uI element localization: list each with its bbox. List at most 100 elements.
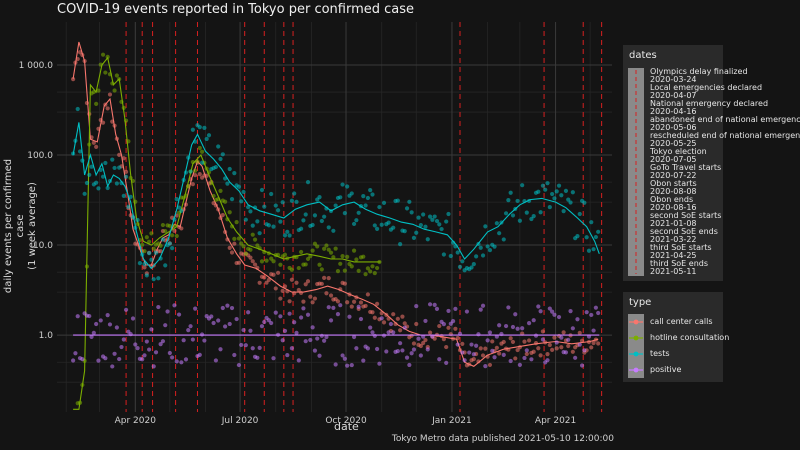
point-positive [593,305,598,310]
point-call-center-calls [554,346,559,351]
point-tests [160,237,166,242]
point-call-center-calls [250,259,255,264]
point-positive [388,321,394,327]
point-tests [501,237,506,242]
point-call-center-calls [324,291,329,296]
point-tests [103,160,108,166]
point-tests [556,183,562,188]
point-call-center-calls [395,316,400,321]
point-positive [566,337,571,342]
point-positive [503,323,509,329]
point-tests [167,241,172,246]
point-tests [372,223,377,228]
point-positive [570,326,575,331]
legend-dates-item: third SoE ends [650,259,709,268]
point-tests [368,188,373,193]
point-call-center-calls [335,299,341,304]
point-positive [209,314,214,319]
point-tests [474,254,479,259]
point-tests [142,261,147,267]
legend-dates-item: 2020-05-06 [650,123,697,132]
point-positive [190,337,195,342]
point-hotline-consultation [105,54,110,60]
point-positive [174,359,179,364]
point-positive [308,337,313,343]
point-call-center-calls [326,276,331,281]
point-positive [103,356,108,361]
point-call-center-calls [381,320,387,325]
point-call-center-calls [232,241,237,246]
point-positive [241,327,246,333]
point-call-center-calls [349,304,354,309]
point-positive [112,351,117,356]
point-tests [531,213,536,219]
legend-dates-item: 2020-07-22 [650,171,697,180]
point-positive [317,353,322,358]
legend-dates-item: 2020-05-25 [650,139,697,148]
point-call-center-calls [411,341,417,346]
point-hotline-consultation [142,248,147,254]
legend-dates: dates Olympics delay finalized 2020-03-24… [623,45,800,281]
point-hotline-consultation [328,250,334,255]
point-call-center-calls [471,356,476,362]
x-tick-label: Apr 2021 [535,416,576,426]
point-tests [370,192,375,197]
point-hotline-consultation [305,256,311,262]
point-tests [425,237,430,242]
point-hotline-consultation [140,242,145,247]
point-positive [508,358,513,364]
point-positive [402,325,407,330]
point-hotline-consultation [345,254,350,259]
point-call-center-calls [299,290,304,296]
point-positive [193,306,198,311]
point-positive [225,303,230,308]
point-positive [411,347,417,352]
point-positive [584,310,589,315]
point-hotline-consultation [149,231,154,236]
point-tests [303,212,308,217]
point-positive [312,348,318,353]
point-call-center-calls [522,339,527,344]
point-tests [478,245,483,250]
point-tests [310,222,315,228]
point-call-center-calls [552,335,557,340]
point-call-center-calls [105,106,110,111]
point-tests [153,250,159,255]
point-positive [522,355,527,361]
legend-type-label: call center calls [650,317,713,326]
point-call-center-calls [490,339,495,344]
point-tests [305,180,311,185]
legend-dates-key [628,68,644,276]
y-tick-label: 100.0 [27,151,53,161]
point-call-center-calls [559,345,564,350]
point-hotline-consultation [147,239,152,244]
point-positive [257,345,262,351]
point-positive [444,360,449,365]
point-tests [227,166,232,172]
point-positive [282,328,288,334]
point-positive [575,317,580,322]
point-call-center-calls [423,337,428,343]
legend-type: type call center calls hotline consultati… [623,292,729,382]
point-tests [117,165,122,170]
point-tests [497,231,502,236]
point-tests [324,206,329,211]
point-positive [331,305,336,310]
point-call-center-calls [363,303,368,309]
point-positive [75,314,80,319]
point-tests [96,186,101,191]
point-hotline-consultation [317,262,322,267]
point-call-center-calls [446,325,451,330]
point-tests [487,247,493,253]
point-tests [144,273,149,278]
point-positive [243,343,248,348]
point-tests [439,226,444,232]
point-positive [490,348,495,353]
point-hotline-consultation [160,222,166,228]
point-positive [342,356,347,361]
point-tests [386,220,391,225]
point-tests [414,230,419,235]
point-tests [322,214,327,219]
point-call-center-calls [393,321,398,327]
point-tests [84,180,90,186]
